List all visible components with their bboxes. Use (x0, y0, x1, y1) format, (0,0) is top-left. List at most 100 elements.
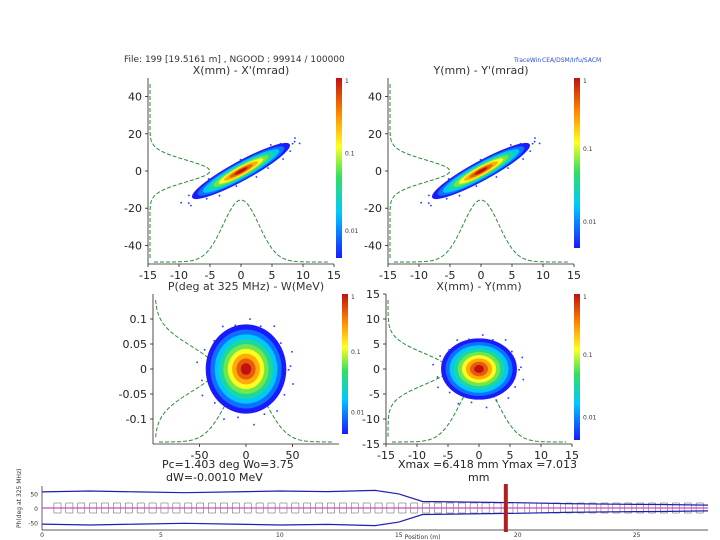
halo-particle (234, 324, 237, 327)
halo-particle (429, 204, 433, 207)
halo-particle (281, 157, 285, 161)
envelope-x-tick: 25 (633, 532, 641, 539)
halo-particle (448, 391, 451, 394)
halo-particle (187, 194, 190, 197)
y-tick-label: 0 (373, 363, 380, 376)
envelope-y-tick: 50 (30, 491, 38, 498)
halo-particle (298, 142, 301, 145)
envelope-panel: Ph(deg at 325 MHz) 500-500 5 10 15 20 25Positi… (16, 469, 709, 540)
halo-particle (237, 416, 239, 419)
halo-particle (205, 197, 208, 200)
colorbar-min-label: 0.01 (351, 409, 365, 416)
halo-particle (479, 158, 482, 161)
halo-particle (511, 350, 513, 353)
halo-particle (259, 325, 262, 328)
density-level (234, 167, 248, 175)
halo-particle (456, 339, 459, 341)
phase-annotation-1: Pc=1.403 deg Wo=3.75 (162, 458, 294, 471)
colorbar-mid-label: 0.1 (583, 352, 593, 359)
halo-particle (279, 142, 282, 145)
halo-particle (291, 350, 293, 353)
x-tick-label: -5 (445, 269, 456, 282)
halo-particle (457, 402, 460, 405)
x-tick-label: 10 (296, 269, 310, 282)
halo-particle (495, 175, 498, 179)
envelope-x-tick: 10 (276, 532, 284, 539)
density-level (474, 365, 484, 373)
halo-particle (520, 366, 522, 369)
envelope-x-tick: 5 (159, 532, 163, 539)
halo-particle (187, 201, 190, 205)
y-tick-label: -20 (124, 202, 142, 215)
y-tick-label: -15 (362, 438, 380, 451)
xxp-phase-space-panel: X(mm) - X'(mrad) -15 -10 -5 0 5 10 15 40 20 0 -20 -4… (124, 64, 359, 282)
halo-particle (436, 376, 439, 378)
y-projection-profile (387, 300, 449, 438)
y-projection-profile (389, 84, 451, 258)
halo-particle (249, 318, 251, 320)
y-tick-label: 15 (366, 288, 380, 301)
halo-particle (255, 175, 258, 179)
halo-particle (468, 338, 470, 341)
xy-profile-panel: X(mm) - Y(mm) -15 -10 -5 0 5 10 15 15 10 5 0 -5 -10 -1… (362, 280, 597, 462)
halo-particle (235, 185, 238, 188)
envelope-x-tick: 20 (514, 532, 522, 539)
halo-particle (521, 157, 525, 161)
halo-particle (475, 185, 478, 188)
halo-particle (507, 397, 510, 399)
halo-particle (521, 356, 524, 359)
halo-particle (180, 201, 183, 204)
halo-particle (438, 186, 441, 189)
y-tick-label: -10 (362, 413, 380, 426)
panel-title: Y(mm) - Y'(mrad) (433, 64, 529, 77)
x-tick-label: 0 (476, 449, 483, 462)
halo-particle (519, 142, 522, 145)
colorbar (336, 78, 342, 258)
halo-particle (289, 150, 292, 153)
x-tick-label: 15 (567, 269, 581, 282)
x-tick-label: 0 (243, 449, 250, 462)
lab-tag: CEA/DSM/Irfu/SACM (542, 57, 601, 64)
halo-particle (201, 394, 204, 397)
colorbar-min-label: 0.01 (583, 219, 597, 226)
colorbar-min-label: 0.01 (583, 415, 597, 422)
density-level (240, 363, 252, 375)
density-blob (180, 136, 301, 207)
halo-particle (292, 383, 294, 385)
halo-particle (495, 399, 498, 402)
halo-particle (198, 186, 201, 189)
halo-particle (239, 158, 242, 161)
colorbar-mid-label: 0.1 (583, 146, 593, 153)
y-tick-label: 5 (373, 338, 380, 351)
y-tick-label: -0.1 (126, 413, 147, 426)
halo-particle (493, 152, 496, 156)
y-tick-label: -40 (124, 239, 142, 252)
xy-annotation-1: Xmax =6.418 mm Ymax =7.013 (398, 458, 577, 471)
halo-particle (293, 140, 296, 143)
x-tick-label: -10 (408, 449, 426, 462)
x-tick-label: 15 (327, 269, 341, 282)
halo-particle (291, 142, 294, 145)
halo-particle (213, 340, 216, 342)
halo-particle (458, 194, 461, 197)
y-projection-profile (155, 299, 216, 439)
halo-particle (283, 393, 286, 396)
x-tick-label: 0 (478, 269, 485, 282)
y-tick-label: 20 (368, 128, 382, 141)
x-tick-label: -15 (139, 269, 157, 282)
x-tick-label: -15 (379, 269, 397, 282)
halo-particle (514, 386, 516, 388)
halo-particle (207, 177, 210, 181)
halo-particle (266, 166, 270, 170)
halo-particle (196, 361, 198, 364)
colorbar (574, 294, 580, 440)
envelope-y-tick: 0 (34, 506, 38, 513)
halo-particle (420, 201, 423, 204)
colorbar-max-label: 1 (351, 294, 355, 301)
colorbar-max-label: 1 (345, 78, 349, 85)
y-tick-label: 40 (368, 91, 382, 104)
x-tick-label: -10 (410, 269, 428, 282)
density-level (474, 167, 488, 175)
x-tick-label: -10 (170, 269, 188, 282)
x-tick-label: 5 (269, 269, 276, 282)
